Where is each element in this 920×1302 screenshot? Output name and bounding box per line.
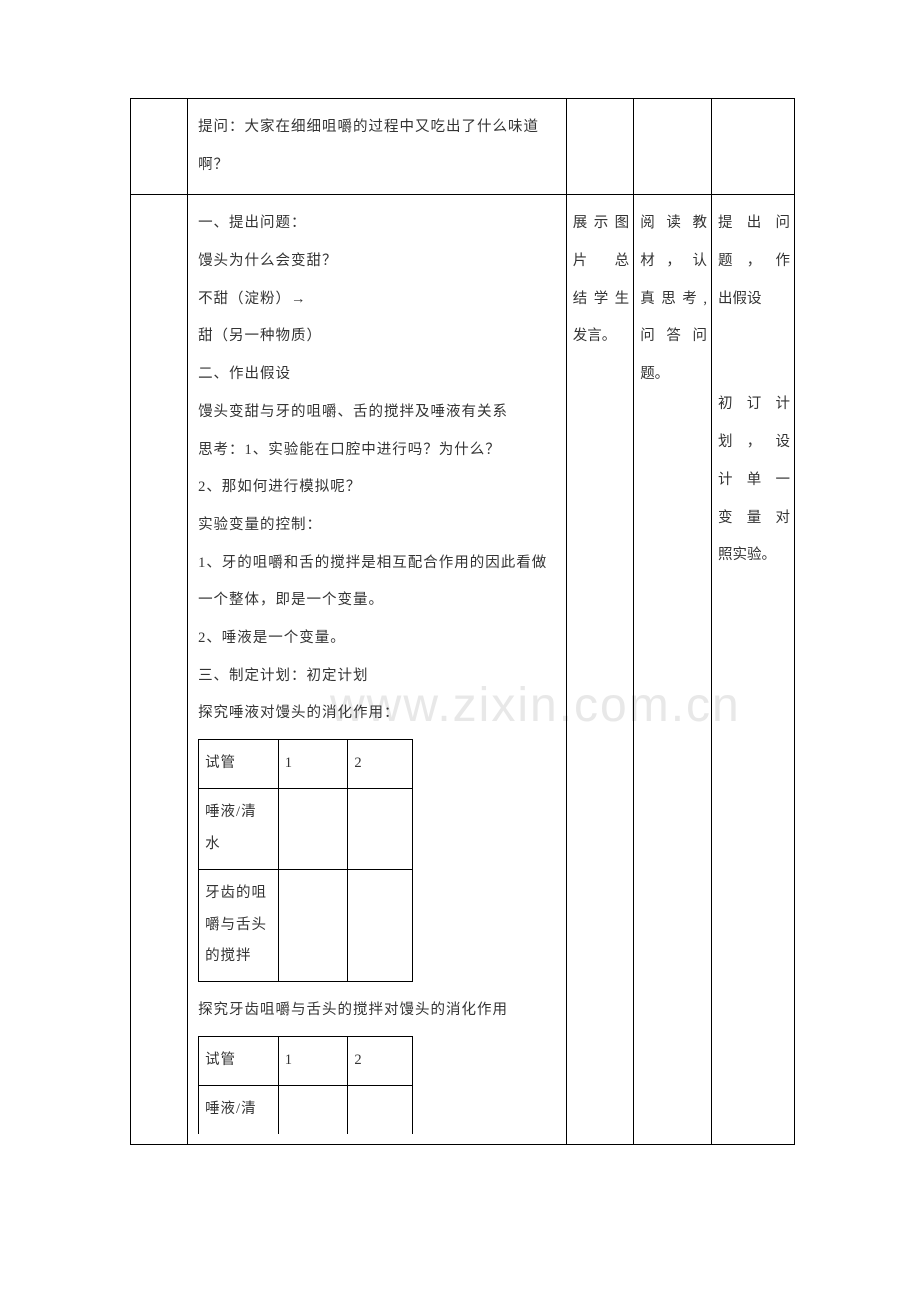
spacer — [718, 318, 790, 352]
cell: 唾液/清水 — [199, 788, 279, 869]
spacer — [718, 352, 790, 386]
row1-col2: 提问：大家在细细咀嚼的过程中又吃出了什么味道啊？ — [188, 99, 567, 195]
row1-col3 — [566, 99, 633, 195]
row2-col5: 提出问 题，作 出假设 初订计 划，设 计单一 变量对 照实验。 — [712, 195, 795, 1144]
cell: 1 — [278, 740, 348, 789]
student-activity: 问答问 — [640, 318, 707, 356]
row2-col1 — [131, 195, 188, 1144]
body-text: 馒头变甜与牙的咀嚼、舌的搅拌及唾液有关系 — [198, 394, 558, 432]
design-intent: 计单一 — [718, 462, 790, 500]
design-intent: 变量对 — [718, 500, 790, 538]
body-text: 不甜（淀粉）→ — [198, 281, 558, 319]
table-row: 一、提出问题： 馒头为什么会变甜？ 不甜（淀粉）→ 甜（另一种物质） 二、作出假… — [131, 195, 795, 1144]
body-text: 一个整体，即是一个变量。 — [198, 582, 558, 620]
student-activity: 题。 — [640, 356, 707, 394]
cell: 1 — [278, 1037, 348, 1086]
cell — [278, 1085, 348, 1133]
table-row: 试管 1 2 — [199, 740, 413, 789]
cell: 试管 — [199, 1037, 279, 1086]
cell: 2 — [348, 740, 413, 789]
body-text: 2、那如何进行模拟呢？ — [198, 469, 558, 507]
cell: 唾液/清 — [199, 1085, 279, 1133]
body-text: 2、唾液是一个变量。 — [198, 620, 558, 658]
teacher-activity: 发言。 — [573, 318, 629, 356]
question-prompt: 提问：大家在细细咀嚼的过程中又吃出了什么味道啊？ — [188, 99, 566, 194]
table-row: 提问：大家在细细咀嚼的过程中又吃出了什么味道啊？ — [131, 99, 795, 195]
experiment-table-1: 试管 1 2 唾液/清水 牙齿的咀嚼与舌头的搅拌 — [198, 739, 413, 982]
row2-col4: 阅读教 材，认 真思考, 问答问 题。 — [634, 195, 712, 1144]
table-row: 唾液/清 — [199, 1085, 413, 1133]
body-text: 探究唾液对馒头的消化作用： — [198, 695, 558, 733]
row1-col1 — [131, 99, 188, 195]
cell: 2 — [348, 1037, 413, 1086]
lesson-plan-table: 提问：大家在细细咀嚼的过程中又吃出了什么味道啊？ 一、提出问题： 馒头为什么会变… — [130, 98, 795, 1145]
teacher-activity: 展示图 — [573, 205, 629, 243]
experiment-table-2: 试管 1 2 唾液/清 — [198, 1036, 413, 1134]
row1-col4 — [634, 99, 712, 195]
body-text: 实验变量的控制： — [198, 507, 558, 545]
student-activity: 真思考, — [640, 281, 707, 319]
design-intent: 题，作 — [718, 243, 790, 281]
cell — [278, 788, 348, 869]
body-text: 馒头为什么会变甜？ — [198, 243, 558, 281]
cell — [348, 1085, 413, 1133]
row1-col5 — [712, 99, 795, 195]
row2-col2: 一、提出问题： 馒头为什么会变甜？ 不甜（淀粉）→ 甜（另一种物质） 二、作出假… — [188, 195, 567, 1144]
cell: 牙齿的咀嚼与舌头的搅拌 — [199, 869, 279, 982]
table-row: 试管 1 2 — [199, 1037, 413, 1086]
table-row: 唾液/清水 — [199, 788, 413, 869]
design-intent: 照实验。 — [718, 537, 790, 575]
section-2-heading: 二、作出假设 — [198, 356, 558, 394]
design-intent: 初订计 — [718, 386, 790, 424]
teacher-activity: 片 总 — [573, 243, 629, 281]
body-text: 1、牙的咀嚼和舌的搅拌是相互配合作用的因此看做 — [198, 545, 558, 583]
student-activity: 材，认 — [640, 243, 707, 281]
body-text: 甜（另一种物质） — [198, 318, 558, 356]
row2-col3: 展示图 片 总 结学生 发言。 — [566, 195, 633, 1144]
body-text: 探究牙齿咀嚼与舌头的搅拌对馒头的消化作用 — [198, 992, 558, 1030]
section-3-heading: 三、制定计划：初定计划 — [198, 658, 558, 696]
teacher-activity: 结学生 — [573, 281, 629, 319]
design-intent: 出假设 — [718, 281, 790, 319]
cell — [348, 869, 413, 982]
table-row: 牙齿的咀嚼与舌头的搅拌 — [199, 869, 413, 982]
design-intent: 划，设 — [718, 424, 790, 462]
section-1-heading: 一、提出问题： — [198, 205, 558, 243]
cell — [278, 869, 348, 982]
design-intent: 提出问 — [718, 205, 790, 243]
body-text: 思考：1、实验能在口腔中进行吗？为什么？ — [198, 432, 558, 470]
cell — [348, 788, 413, 869]
cell: 试管 — [199, 740, 279, 789]
student-activity: 阅读教 — [640, 205, 707, 243]
